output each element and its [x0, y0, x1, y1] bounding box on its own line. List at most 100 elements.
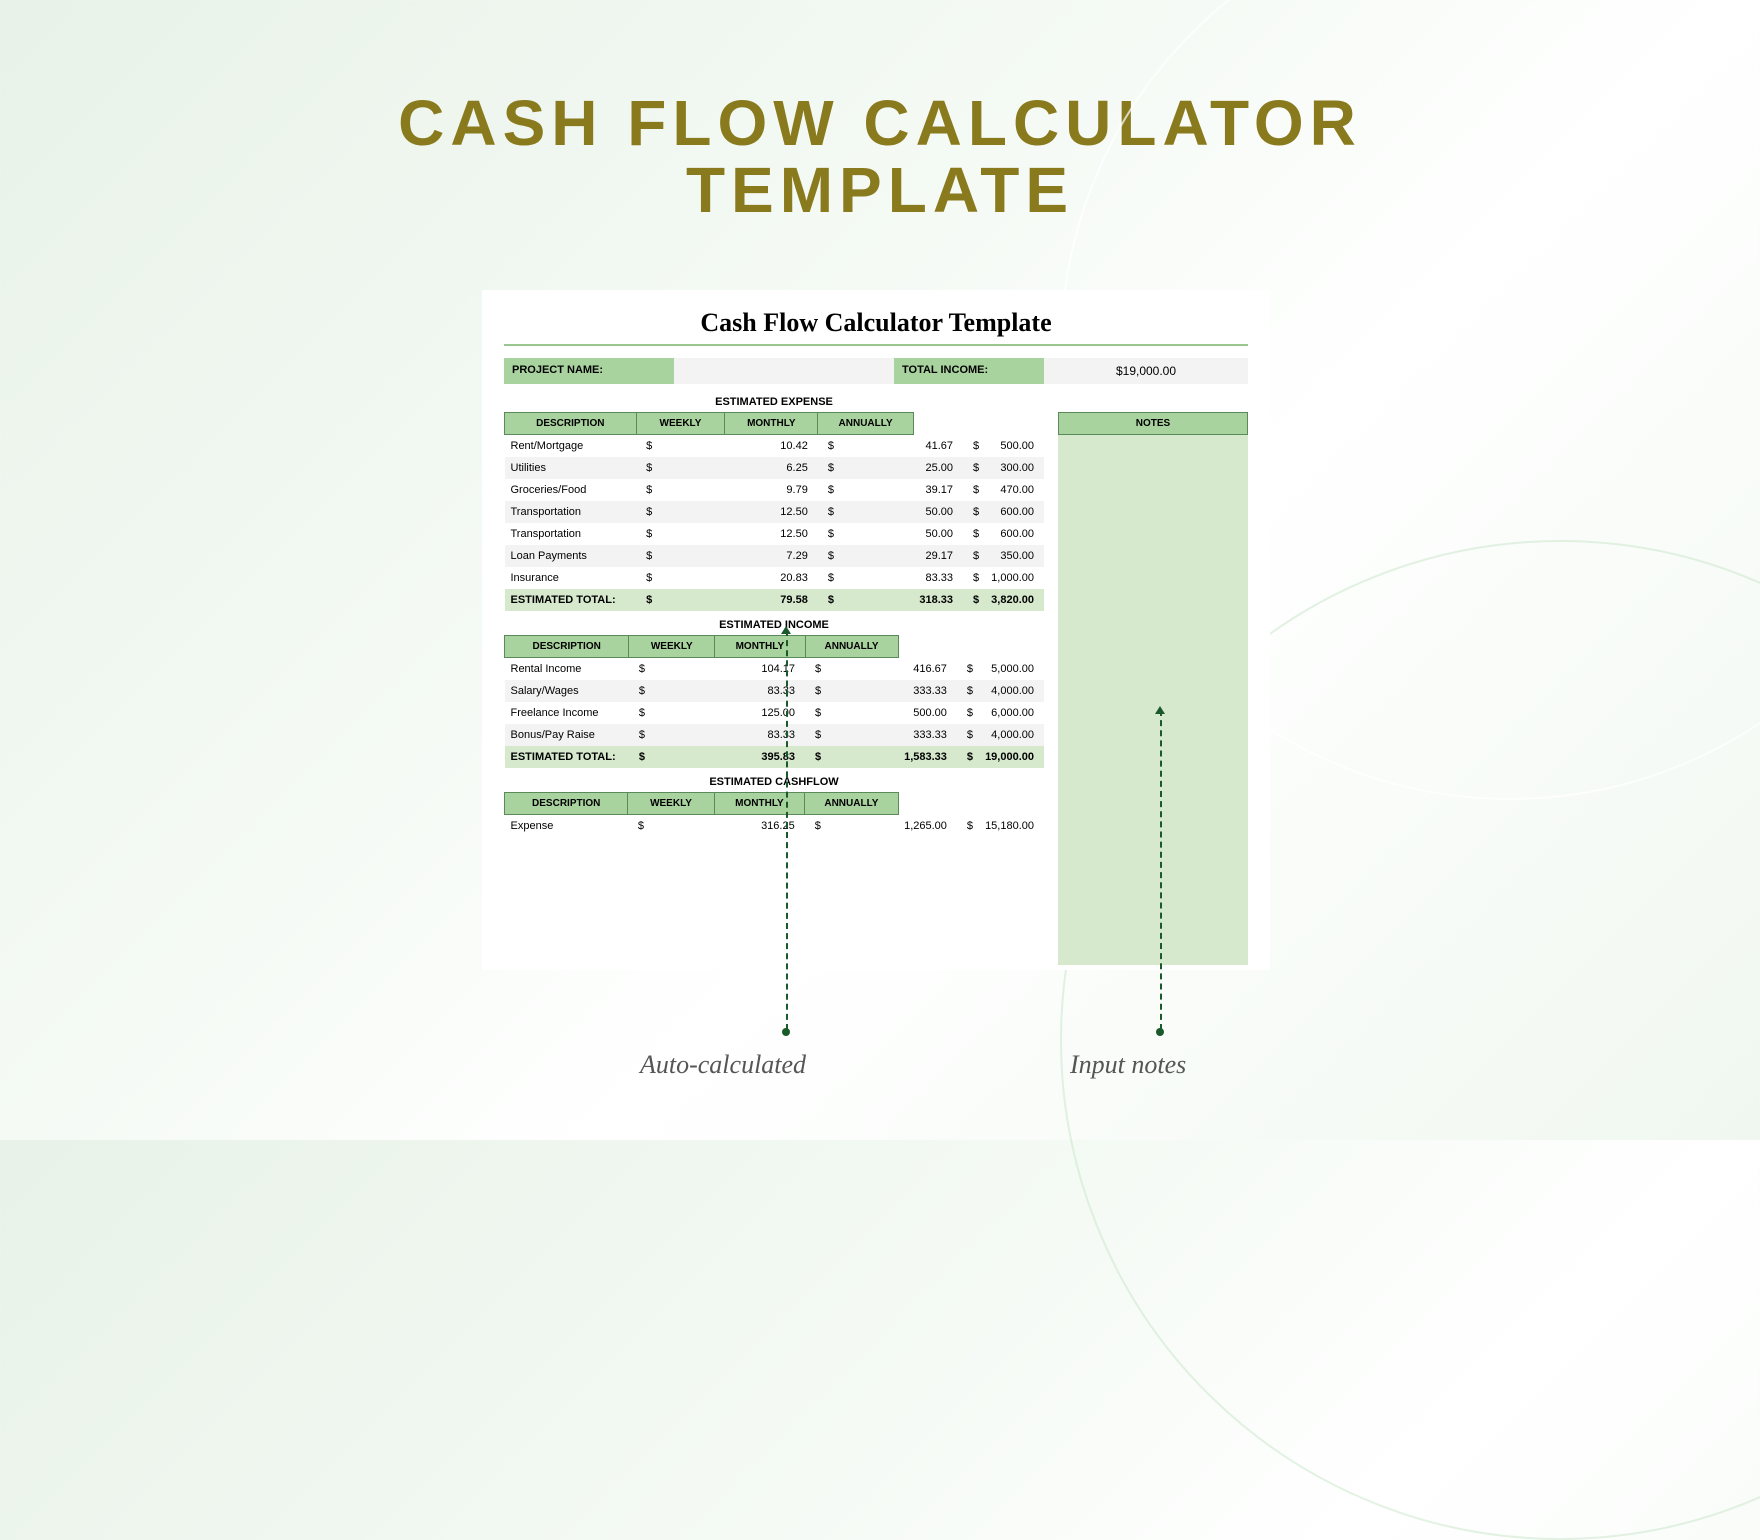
currency-symbol: $	[805, 680, 898, 702]
cell-description: Freelance Income	[505, 702, 629, 724]
currency-symbol: $	[957, 724, 979, 746]
cell-value: 50.00	[913, 523, 963, 545]
total-value: 3,820.00	[985, 589, 1044, 611]
currency-symbol: $	[818, 567, 914, 589]
arrow-dot-icon	[782, 1028, 790, 1036]
table-row: Freelance Income$125.00$500.00$6,000.00	[505, 702, 1045, 724]
currency-symbol: $	[818, 523, 914, 545]
table-row: Transportation$12.50$50.00$600.00	[505, 523, 1045, 545]
cell-value: 15,180.00	[979, 815, 1044, 838]
cell-value: 10.42	[725, 435, 818, 458]
currency-symbol: $	[963, 589, 985, 611]
table-row: Salary/Wages$83.33$333.33$4,000.00	[505, 680, 1045, 702]
currency-symbol: $	[957, 815, 979, 838]
currency-symbol: $	[636, 589, 725, 611]
cell-value: 316.25	[714, 815, 805, 838]
total-row: ESTIMATED TOTAL:$395.83$1,583.33$19,000.…	[505, 746, 1045, 768]
currency-symbol: $	[629, 746, 715, 768]
table-row: Bonus/Pay Raise$83.33$333.33$4,000.00	[505, 724, 1045, 746]
callout-auto-calculated: Auto-calculated	[640, 1050, 806, 1080]
cell-description: Groceries/Food	[505, 479, 637, 501]
cell-description: Bonus/Pay Raise	[505, 724, 629, 746]
column-header: WEEKLY	[629, 636, 715, 658]
cell-value: 12.50	[725, 501, 818, 523]
info-row: PROJECT NAME: TOTAL INCOME: $19,000.00	[504, 358, 1248, 384]
total-label: ESTIMATED TOTAL:	[505, 746, 629, 768]
cell-value: 25.00	[913, 457, 963, 479]
cell-value: 9.79	[725, 479, 818, 501]
table-row: Loan Payments$7.29$29.17$350.00	[505, 545, 1045, 567]
cell-description: Transportation	[505, 523, 637, 545]
cell-description: Rent/Mortgage	[505, 435, 637, 458]
currency-symbol: $	[957, 746, 979, 768]
currency-symbol: $	[636, 435, 725, 458]
currency-symbol: $	[818, 479, 914, 501]
currency-symbol: $	[963, 479, 985, 501]
currency-symbol: $	[957, 702, 979, 724]
cell-description: Utilities	[505, 457, 637, 479]
cell-value: 4,000.00	[979, 724, 1044, 746]
column-header: ANNUALLY	[805, 636, 898, 658]
table-row: Rent/Mortgage$10.42$41.67$500.00	[505, 435, 1045, 458]
arrow-head-icon	[1155, 706, 1165, 714]
currency-symbol: $	[963, 545, 985, 567]
column-header: WEEKLY	[628, 793, 714, 815]
column-header: WEEKLY	[636, 413, 725, 435]
project-name-value[interactable]	[674, 358, 894, 384]
page-title-line2: TEMPLATE	[686, 154, 1074, 226]
currency-symbol: $	[629, 724, 715, 746]
cell-value: 600.00	[985, 523, 1044, 545]
currency-symbol: $	[957, 680, 979, 702]
currency-symbol: $	[963, 501, 985, 523]
cell-value: 29.17	[913, 545, 963, 567]
cell-value: 600.00	[985, 501, 1044, 523]
cashflow-table: DESCRIPTIONWEEKLYMONTHLYANNUALLYExpense$…	[504, 792, 1044, 837]
arrow-line-notes	[1160, 710, 1162, 1030]
currency-symbol: $	[636, 523, 725, 545]
notes-header: NOTES	[1058, 412, 1248, 435]
total-label: ESTIMATED TOTAL:	[505, 589, 637, 611]
notes-body[interactable]	[1058, 435, 1248, 965]
column-header: MONTHLY	[714, 793, 805, 815]
total-row: ESTIMATED TOTAL:$79.58$318.33$3,820.00	[505, 589, 1045, 611]
currency-symbol: $	[636, 501, 725, 523]
currency-symbol: $	[818, 545, 914, 567]
expense-section-title: ESTIMATED EXPENSE	[504, 388, 1044, 412]
cell-value: 39.17	[913, 479, 963, 501]
currency-symbol: $	[805, 746, 898, 768]
currency-symbol: $	[818, 589, 914, 611]
currency-symbol: $	[805, 702, 898, 724]
table-row: Expense$316.25$1,265.00$15,180.00	[505, 815, 1045, 838]
cell-value: 416.67	[898, 658, 957, 681]
cell-value: 50.00	[913, 501, 963, 523]
cell-description: Loan Payments	[505, 545, 637, 567]
arrow-line-autocalc	[786, 630, 788, 1030]
cell-description: Insurance	[505, 567, 637, 589]
cell-value: 12.50	[725, 523, 818, 545]
currency-symbol: $	[805, 658, 898, 681]
table-row: Utilities$6.25$25.00$300.00	[505, 457, 1045, 479]
income-section-title: ESTIMATED INCOME	[504, 611, 1044, 635]
cell-value: 1,000.00	[985, 567, 1044, 589]
cell-value: 470.00	[985, 479, 1044, 501]
cell-value: 83.33	[715, 724, 805, 746]
column-header: DESCRIPTION	[505, 793, 628, 815]
currency-symbol: $	[963, 457, 985, 479]
cell-value: 6.25	[725, 457, 818, 479]
table-row: Groceries/Food$9.79$39.17$470.00	[505, 479, 1045, 501]
currency-symbol: $	[957, 658, 979, 681]
cell-value: 300.00	[985, 457, 1044, 479]
currency-symbol: $	[636, 567, 725, 589]
table-row: Rental Income$104.17$416.67$5,000.00	[505, 658, 1045, 681]
column-header: DESCRIPTION	[505, 413, 637, 435]
cell-value: 125.00	[715, 702, 805, 724]
currency-symbol: $	[636, 457, 725, 479]
cell-value: 1,265.00	[898, 815, 957, 838]
total-income-value: $19,000.00	[1044, 358, 1248, 384]
cell-value: 6,000.00	[979, 702, 1044, 724]
cashflow-section-title: ESTIMATED CASHFLOW	[504, 768, 1044, 792]
currency-symbol: $	[805, 724, 898, 746]
column-header: MONTHLY	[715, 636, 805, 658]
callout-input-notes: Input notes	[1070, 1050, 1186, 1080]
cell-value: 333.33	[898, 724, 957, 746]
